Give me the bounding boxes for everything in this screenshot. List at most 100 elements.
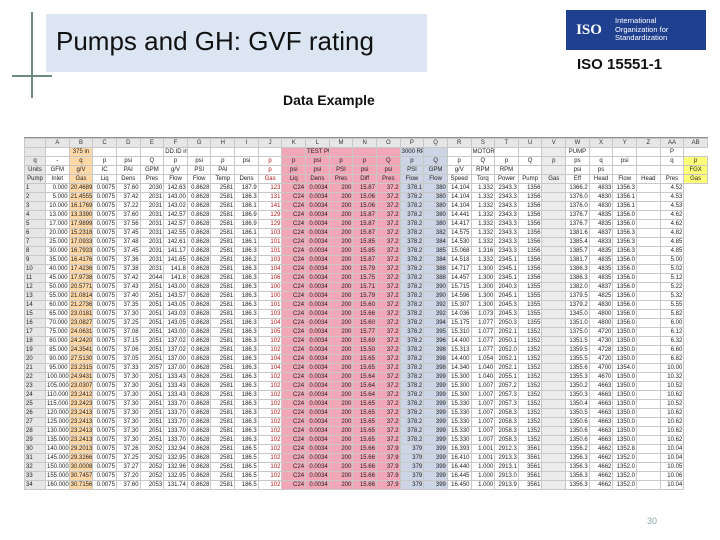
sheet-cell: 2581 xyxy=(210,363,236,373)
sheet-cell: 200 xyxy=(328,354,354,364)
sheet-cell: 143.02 xyxy=(163,201,188,211)
sheet-cell: 102 xyxy=(257,426,283,436)
sheet-cell: 37.25 xyxy=(115,318,141,328)
sheet-cell: 1350.0 xyxy=(612,435,638,445)
sheet-row: 30 140.000 29.2013 0.0075 37.26 2052 132.94 0.8… xyxy=(24,444,708,454)
sheet-cell: 0.0075 xyxy=(92,264,117,274)
sheet-cell: 142.63 xyxy=(163,183,188,193)
sheet-row: 28 130.000 23.2413 0.0075 37.30 2051 133.70 0.8… xyxy=(24,426,708,436)
sheet-cell: 2343.3 xyxy=(494,219,519,229)
sheet-cell: 1.077 xyxy=(470,318,496,328)
sheet-cell: 17.0933 xyxy=(68,237,94,247)
sheet-cell: 16.450 xyxy=(446,480,472,490)
sheet-cell: 2051 xyxy=(139,408,165,418)
sheet-cell: 37.06 xyxy=(115,345,141,355)
sheet-cell: Q xyxy=(517,156,543,166)
sheet-cell: C24 xyxy=(281,219,307,229)
sheet-cell: PUMP xyxy=(565,147,590,157)
sheet-cell: 0.0075 xyxy=(92,300,117,310)
sheet-cell: 1.332 xyxy=(470,255,496,265)
sheet-cell: 0.0075 xyxy=(92,462,117,472)
sheet-cell: 0.0034 xyxy=(305,246,330,256)
sheet-cell: 0.0075 xyxy=(92,219,117,229)
sheet-cell: 37.38 xyxy=(115,264,141,274)
sheet-cell: 186.9 xyxy=(234,210,259,220)
sheet-cell: 200 xyxy=(328,336,354,346)
sheet-cell: 2052 xyxy=(139,444,165,454)
sheet-cell: 33 xyxy=(24,471,46,481)
column-letter: AA xyxy=(659,138,685,148)
sheet-cell: PSI xyxy=(399,165,425,175)
sheet-cell: C24 xyxy=(281,390,307,400)
sheet-cell xyxy=(541,300,567,310)
sheet-cell: 378.2 xyxy=(399,300,425,310)
sheet-cell: 399 xyxy=(423,381,448,391)
sheet-cell: 379 xyxy=(399,471,425,481)
sheet-cell: 0.0075 xyxy=(92,408,117,418)
sheet-cell: 2581 xyxy=(210,417,236,427)
sheet-cell: 380 xyxy=(423,210,448,220)
sheet-cell: 15.65 xyxy=(352,408,377,418)
sheet-cell: 2581 xyxy=(210,327,236,337)
sheet-cell: C24 xyxy=(281,435,307,445)
sheet-cell: 2045.3 xyxy=(494,300,519,310)
sheet-cell: C24 xyxy=(281,309,307,319)
sheet-cell: 378.2 xyxy=(399,318,425,328)
sheet-cell xyxy=(541,192,567,202)
sheet-row: Pump Inlet Gas Liq Dens Pres Flow Flow Temp Dens G… xyxy=(24,174,708,184)
sheet-cell: C24 xyxy=(281,228,307,238)
sheet-cell: 143.05 xyxy=(163,318,188,328)
sheet-cell: 17.4236 xyxy=(68,264,94,274)
sheet-cell: 15.65 xyxy=(352,363,377,373)
sheet-cell: 0.0075 xyxy=(92,201,117,211)
column-letter: F xyxy=(163,138,188,148)
sheet-cell: 378.2 xyxy=(399,363,425,373)
sheet-cell: 0.000 xyxy=(45,183,70,193)
sheet-cell: 17 xyxy=(24,327,46,337)
sheet-cell: 1.332 xyxy=(470,210,496,220)
sheet-cell: 5.55 xyxy=(659,300,685,310)
sheet-cell: 0.0034 xyxy=(305,426,330,436)
page-number: 30 xyxy=(647,516,658,526)
sheet-cell: C24 xyxy=(281,192,307,202)
sheet-cell: 4663 xyxy=(588,390,614,400)
sheet-cell xyxy=(281,147,307,157)
sheet-cell: Flow xyxy=(612,174,638,184)
sheet-cell: 1.000 xyxy=(470,462,496,472)
sheet-cell: 1381.7 xyxy=(565,255,590,265)
sheet-cell: 24.9431 xyxy=(68,372,94,382)
sheet-cell: 2912.3 xyxy=(494,444,519,454)
sheet-cell: 2057.3 xyxy=(494,399,519,409)
sheet-row: 9 35.000 16.4176 0.0075 37.36 2031 141.65 0.862… xyxy=(24,255,708,265)
sheet-cell: 10.04 xyxy=(659,453,685,463)
sheet-cell: 5.02 xyxy=(659,264,685,274)
sheet-cell: 399 xyxy=(423,417,448,427)
sheet-cell: 30.7156 xyxy=(68,480,94,490)
sheet-cell: 0.0075 xyxy=(92,435,117,445)
sheet-cell: 1352.0 xyxy=(612,453,638,463)
sheet-cell xyxy=(234,165,259,175)
sheet-cell: 15.87 xyxy=(352,219,377,229)
sheet-cell: Dens xyxy=(234,174,259,184)
sheet-cell: 13.000 xyxy=(45,210,70,220)
sheet-cell xyxy=(541,435,567,445)
sheet-cell: 0.0075 xyxy=(92,210,117,220)
sheet-cell: 4663 xyxy=(588,426,614,436)
sheet-cell: 19 xyxy=(24,345,46,355)
sheet-cell: 37.2 xyxy=(375,255,401,265)
iso-logo-line-3: Standardization xyxy=(615,33,668,43)
sheet-cell: 131 xyxy=(257,192,283,202)
sheet-cell xyxy=(541,210,567,220)
sheet-cell: 392 xyxy=(423,300,448,310)
sheet-cell: 132.96 xyxy=(163,462,188,472)
sheet-cell: 29 xyxy=(24,435,46,445)
sheet-cell: 1350.6 xyxy=(565,435,590,445)
sheet-cell: 23.2413 xyxy=(68,417,94,427)
sheet-cell: 145.000 xyxy=(45,453,70,463)
accent-horizontal-line xyxy=(12,75,52,77)
sheet-cell: 1356 xyxy=(517,228,543,238)
sheet-cell: 379 xyxy=(399,462,425,472)
sheet-cell: 5.32 xyxy=(659,291,685,301)
sheet-cell: 0.0034 xyxy=(305,444,330,454)
sheet-cell xyxy=(541,372,567,382)
